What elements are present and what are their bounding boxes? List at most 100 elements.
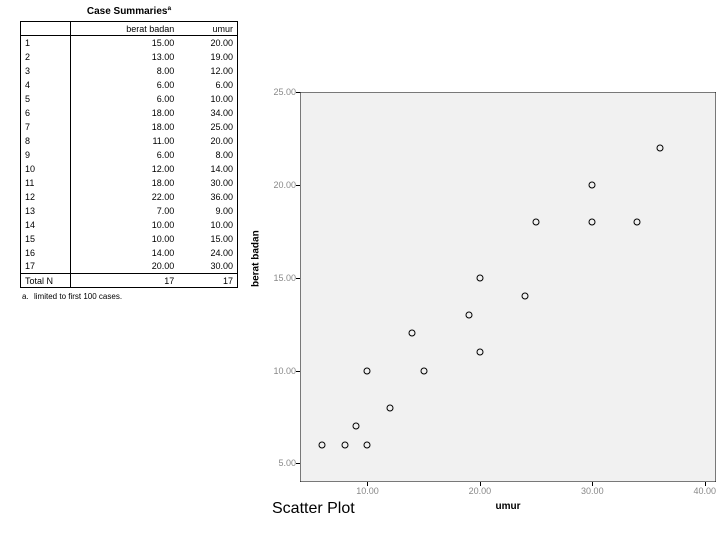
cell-umur: 25.00 (178, 120, 237, 134)
cell-berat: 18.00 (71, 106, 179, 120)
table-total-row: Total N1717 (21, 274, 238, 288)
scatter-marker (634, 219, 641, 226)
cell-umur: 15.00 (178, 232, 237, 246)
table-row: 46.006.00 (21, 78, 238, 92)
col-header-umur: umur (178, 22, 237, 36)
row-index: 7 (21, 120, 71, 134)
x-tick-label: 10.00 (356, 486, 379, 496)
scatter-marker (589, 181, 596, 188)
row-index: 10 (21, 162, 71, 176)
y-tick-mark (296, 371, 300, 372)
scatter-marker (521, 293, 528, 300)
cell-umur: 24.00 (178, 246, 237, 260)
y-tick-mark (296, 185, 300, 186)
scatter-marker (409, 330, 416, 337)
cell-umur: 20.00 (178, 36, 237, 50)
row-index: 4 (21, 78, 71, 92)
row-index: 6 (21, 106, 71, 120)
x-tick-mark (480, 482, 481, 486)
total-umur: 17 (178, 274, 237, 288)
table-footnote: a. limited to first 100 cases. (20, 292, 238, 301)
cell-berat: 10.00 (71, 232, 179, 246)
scatter-marker (476, 349, 483, 356)
table-row: 811.0020.00 (21, 134, 238, 148)
row-index: 9 (21, 148, 71, 162)
cell-umur: 14.00 (178, 162, 237, 176)
row-index: 12 (21, 190, 71, 204)
cell-umur: 30.00 (178, 176, 237, 190)
cell-umur: 6.00 (178, 78, 237, 92)
scatter-marker (533, 219, 540, 226)
table-row: 718.0025.00 (21, 120, 238, 134)
row-index: 13 (21, 204, 71, 218)
x-tick-label: 40.00 (693, 486, 716, 496)
x-tick-mark (592, 482, 593, 486)
cell-berat: 11.00 (71, 134, 179, 148)
cell-berat: 15.00 (71, 36, 179, 50)
scatter-marker (341, 441, 348, 448)
scatter-chart: berat badan 5.0010.0015.0020.0025.0010.0… (256, 92, 716, 512)
table-header-row: berat badan umur (21, 22, 238, 36)
y-tick-label: 10.00 (273, 366, 296, 376)
scatter-marker (386, 404, 393, 411)
cell-berat: 13.00 (71, 50, 179, 64)
scatter-marker (465, 311, 472, 318)
x-tick-label: 30.00 (581, 486, 604, 496)
row-index: 15 (21, 232, 71, 246)
y-tick-label: 15.00 (273, 273, 296, 283)
total-berat: 17 (71, 274, 179, 288)
table-row: 213.0019.00 (21, 50, 238, 64)
y-tick-label: 5.00 (278, 458, 296, 468)
col-header-blank (21, 22, 71, 36)
y-tick-label: 25.00 (273, 87, 296, 97)
cell-berat: 8.00 (71, 64, 179, 78)
cell-berat: 7.00 (71, 204, 179, 218)
scatter-marker (476, 274, 483, 281)
y-tick-mark (296, 92, 300, 93)
table-row: 1012.0014.00 (21, 162, 238, 176)
cell-umur: 30.00 (178, 260, 237, 274)
cell-umur: 8.00 (178, 148, 237, 162)
row-index: 3 (21, 64, 71, 78)
case-summaries-table-section: Case Summariesª berat badan umur 115.002… (20, 6, 238, 301)
cell-berat: 18.00 (71, 120, 179, 134)
table-row: 1720.0030.00 (21, 260, 238, 274)
footnote-text: limited to first 100 cases. (34, 292, 122, 301)
y-tick-label: 20.00 (273, 180, 296, 190)
table-row: 1614.0024.00 (21, 246, 238, 260)
row-index: 11 (21, 176, 71, 190)
scatter-marker (364, 441, 371, 448)
plot-background (300, 92, 716, 482)
cell-berat: 14.00 (71, 246, 179, 260)
row-index: 2 (21, 50, 71, 64)
cell-umur: 20.00 (178, 134, 237, 148)
table-row: 56.0010.00 (21, 92, 238, 106)
cell-berat: 6.00 (71, 148, 179, 162)
cell-berat: 22.00 (71, 190, 179, 204)
table-row: 115.0020.00 (21, 36, 238, 50)
row-index: 17 (21, 260, 71, 274)
cell-berat: 12.00 (71, 162, 179, 176)
table-row: 1118.0030.00 (21, 176, 238, 190)
cell-umur: 19.00 (178, 50, 237, 64)
col-header-berat: berat badan (71, 22, 179, 36)
table-row: 618.0034.00 (21, 106, 238, 120)
y-axis-title: berat badan (251, 230, 262, 287)
scatter-marker (319, 441, 326, 448)
table-row: 137.009.00 (21, 204, 238, 218)
footnote-mark: a. (22, 292, 29, 301)
cell-umur: 10.00 (178, 218, 237, 232)
total-label: Total N (21, 274, 71, 288)
table-row: 1510.0015.00 (21, 232, 238, 246)
x-axis-title: umur (496, 501, 521, 512)
plot-area: 5.0010.0015.0020.0025.0010.0020.0030.004… (300, 92, 716, 482)
row-index: 14 (21, 218, 71, 232)
cell-umur: 9.00 (178, 204, 237, 218)
scatter-marker (353, 423, 360, 430)
cell-berat: 10.00 (71, 218, 179, 232)
y-tick-mark (296, 463, 300, 464)
table-row: 1222.0036.00 (21, 190, 238, 204)
scatter-marker (656, 144, 663, 151)
row-index: 5 (21, 92, 71, 106)
cell-umur: 36.00 (178, 190, 237, 204)
